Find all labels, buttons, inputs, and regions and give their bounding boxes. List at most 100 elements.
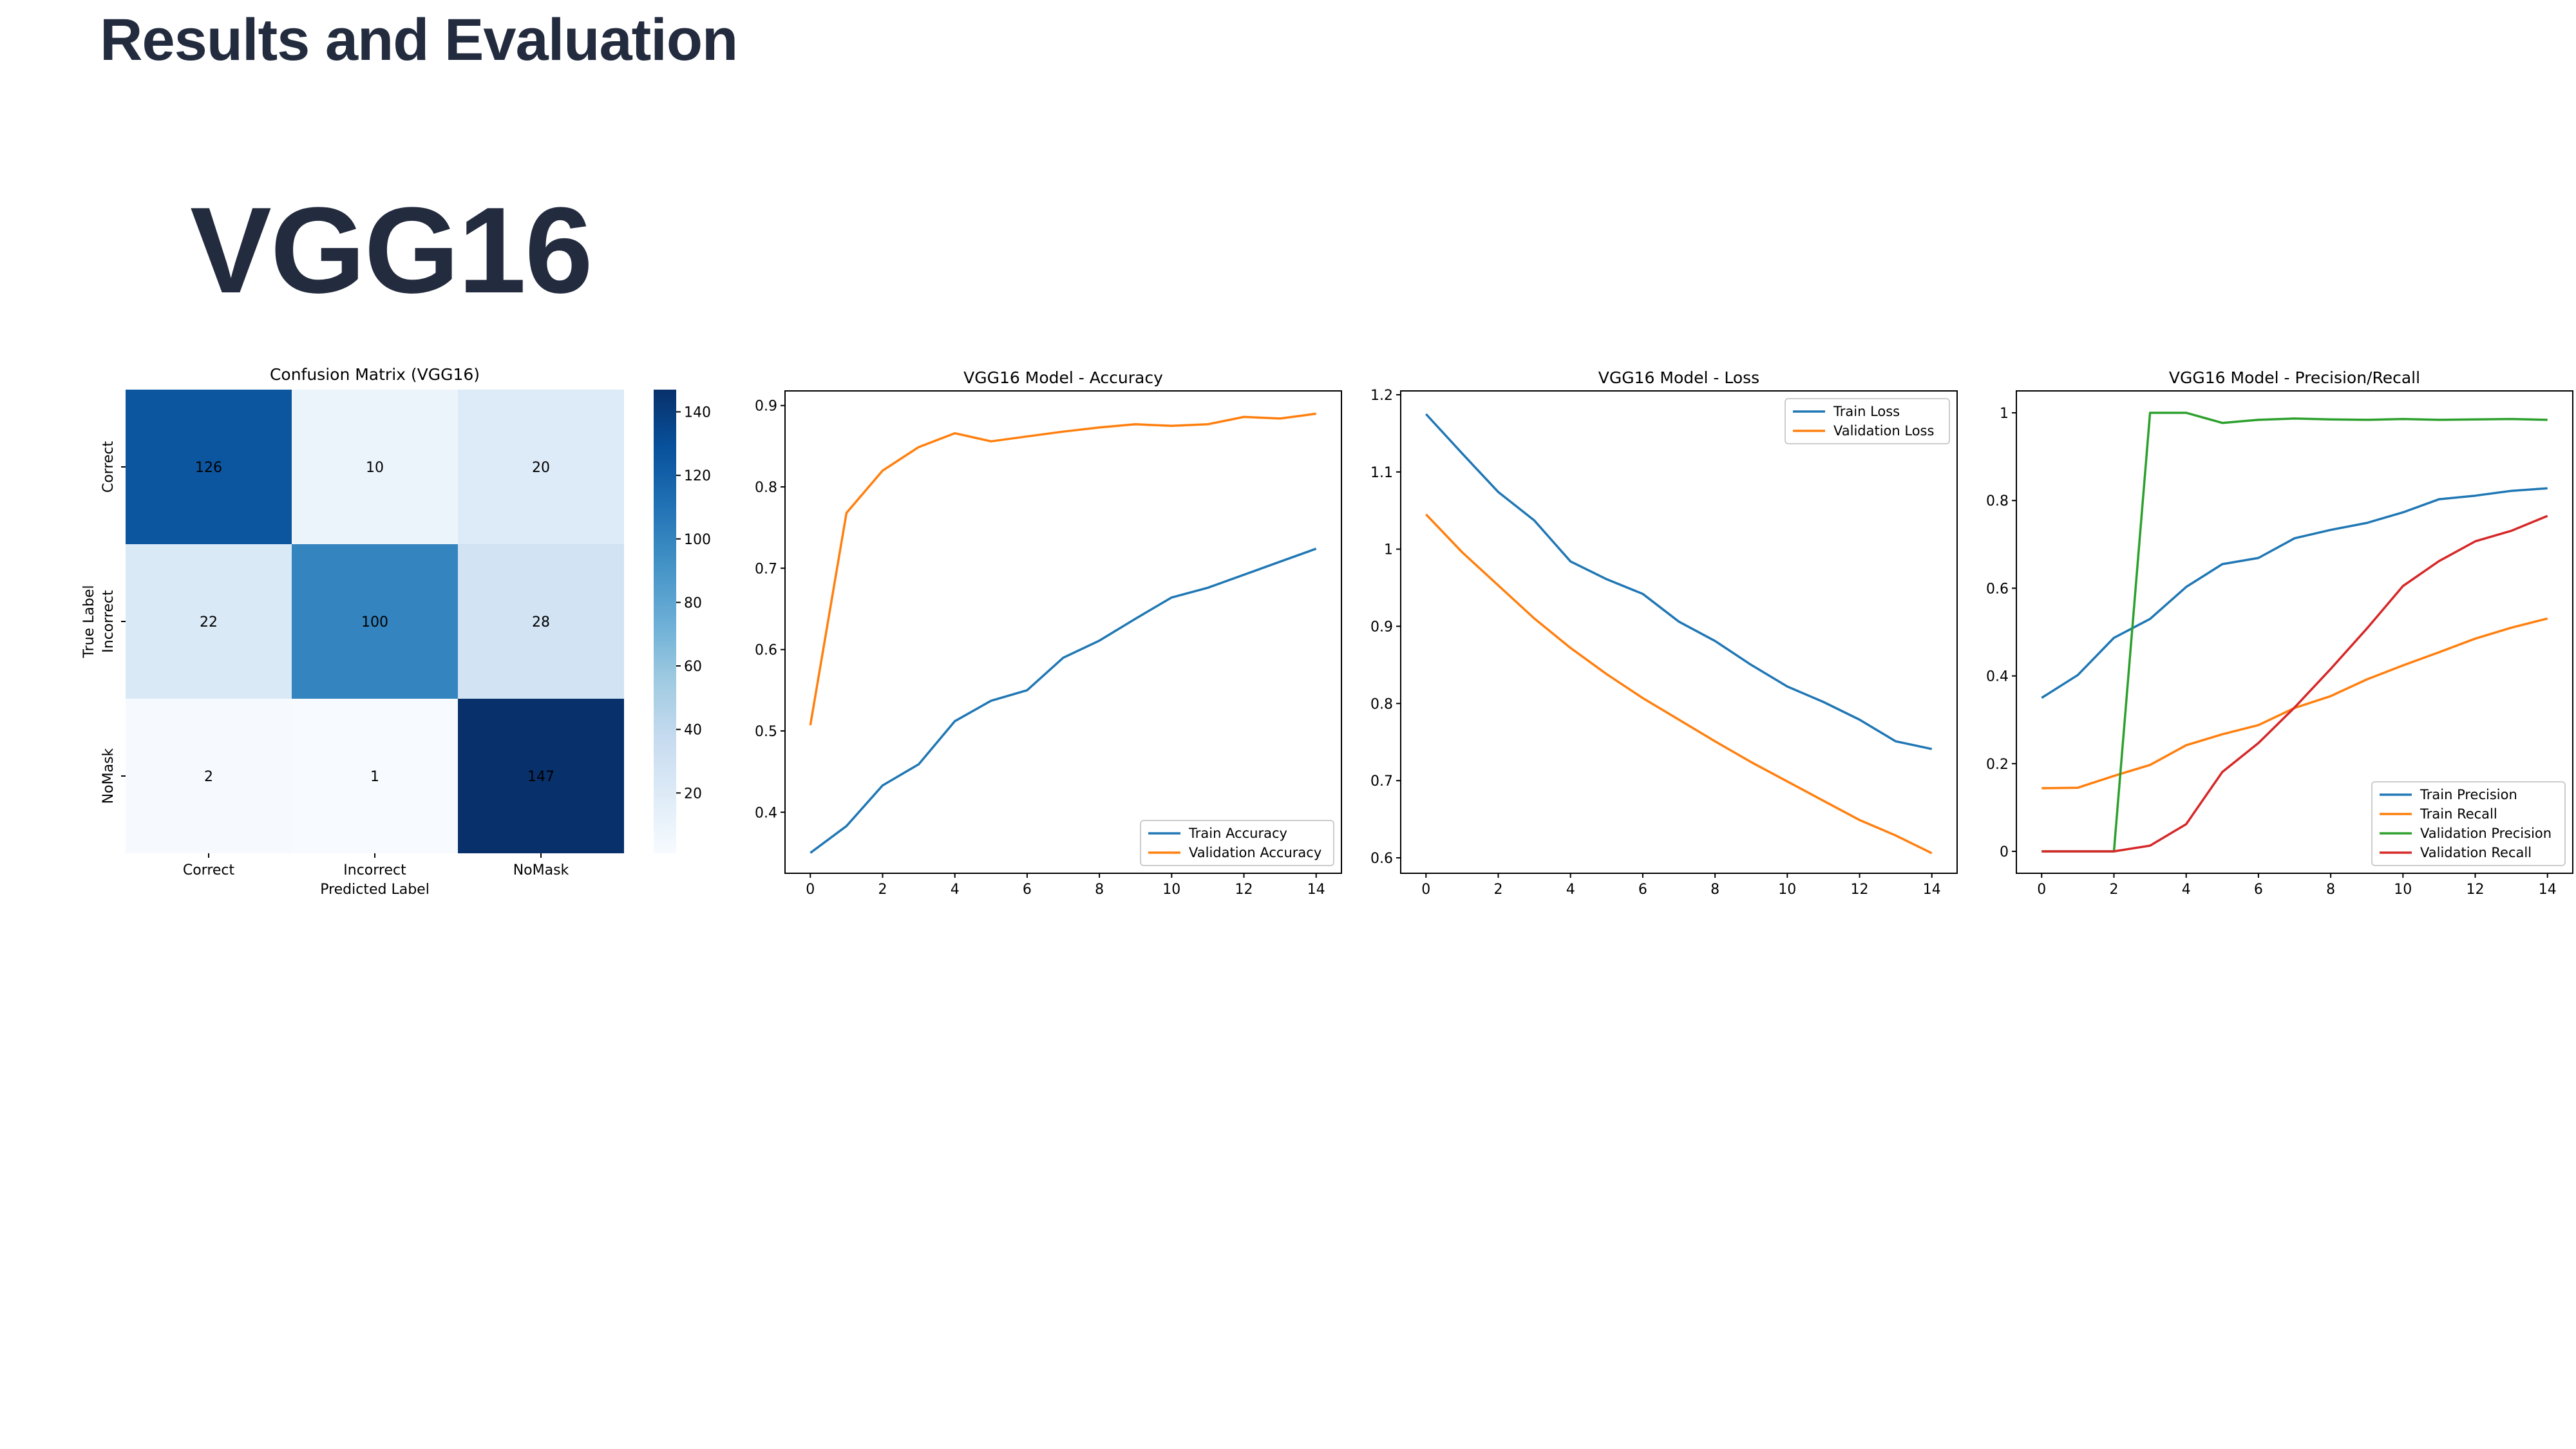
x-tick-label: 4	[951, 882, 960, 898]
y-tick-label: 0.9	[755, 399, 777, 415]
x-tick-label: 2	[1493, 882, 1502, 898]
x-tick-label: 12	[1235, 882, 1253, 898]
chart-title: Confusion Matrix (VGG16)	[270, 365, 480, 384]
cell-value-label: 22	[200, 614, 218, 630]
series-line	[2041, 412, 2548, 853]
legend-box	[1140, 820, 1334, 866]
cell-value-label: 10	[366, 460, 384, 476]
colorbar	[654, 390, 676, 853]
cell-value-label: 126	[195, 460, 222, 476]
series-line	[2041, 617, 2548, 790]
x-tick-label: 2	[2109, 882, 2118, 898]
legend-label: Train Precision	[2420, 787, 2517, 802]
colorbar-tick-label: 120	[684, 468, 711, 484]
chart-title: VGG16 Model - Precision/Recall	[2169, 368, 2420, 387]
x-tick-label: 14	[1923, 882, 1941, 898]
x-tick-label: 6	[2254, 882, 2263, 898]
y-tick-label: 0.6	[1370, 851, 1393, 867]
x-tick-label: 0	[806, 882, 815, 898]
legend-label: Train Recall	[2420, 806, 2497, 822]
plot-frame	[784, 390, 1342, 874]
heatmap-cell	[292, 390, 458, 544]
x-tick-label: 10	[1778, 882, 1796, 898]
y-axis-label: True Label	[81, 585, 97, 658]
heatmap-cell	[126, 390, 292, 544]
y-tick-label: 0.5	[755, 724, 777, 740]
colorbar-tick-label: 100	[684, 532, 711, 548]
y-tick-label: 1.1	[1370, 465, 1393, 481]
cell-value-label: 147	[527, 769, 554, 785]
x-tick-label: 6	[1638, 882, 1647, 898]
series-line	[1425, 413, 1933, 750]
y-tick-label: 0.8	[1370, 696, 1393, 712]
x-tick-label: 6	[1023, 882, 1032, 898]
x-tick-label: 4	[2182, 882, 2191, 898]
colorbar-tick-label: 140	[684, 405, 711, 421]
heatmap-cell	[458, 390, 624, 544]
x-tick-label: 14	[1307, 882, 1325, 898]
heatmap-cell	[292, 699, 458, 853]
y-tick-label: 0.2	[1986, 757, 2009, 773]
colorbar-tick-label: 40	[684, 723, 702, 739]
legend-label: Validation Precision	[2420, 826, 2552, 841]
x-tick-label: 8	[1710, 882, 1719, 898]
y-tick-label: 0.4	[1986, 669, 2009, 685]
y-tick-label: 1	[2000, 406, 2009, 422]
y-tick-label: Correct	[100, 440, 117, 493]
legend-label: Train Loss	[1833, 404, 1900, 419]
y-tick-label: 0.8	[1986, 493, 2009, 509]
x-tick-label: 12	[1851, 882, 1869, 898]
series-line	[809, 412, 1316, 726]
heatmap-cell	[126, 699, 292, 853]
slide-title: Results and Evaluation	[100, 7, 738, 73]
y-tick-label: 0.4	[755, 805, 777, 821]
x-tick-label: 8	[1095, 882, 1104, 898]
heatmap-cell	[126, 544, 292, 699]
x-tick-label: 14	[2539, 882, 2557, 898]
series-line	[1425, 513, 1933, 855]
legend-label: Validation Recall	[2420, 845, 2532, 860]
y-tick-label: 0.7	[1370, 773, 1393, 790]
x-tick-label: 0	[1421, 882, 1430, 898]
legend-label: Validation Loss	[1833, 423, 1934, 439]
x-tick-label: 4	[1566, 882, 1575, 898]
y-tick-label: 0.9	[1370, 620, 1393, 636]
colorbar-tick-label: 60	[684, 659, 702, 675]
model-name-heading: VGG16	[190, 182, 593, 319]
x-axis-label: Predicted Label	[320, 882, 430, 898]
series-line	[2041, 515, 2548, 853]
y-tick-label: 0.8	[755, 480, 777, 496]
y-tick-label: 1.2	[1370, 388, 1393, 404]
legend-box	[2371, 781, 2566, 866]
series-line	[2041, 487, 2548, 699]
x-tick-label: 10	[1162, 882, 1180, 898]
x-tick-label: 10	[2394, 882, 2412, 898]
y-tick-label: Incorrect	[100, 590, 117, 653]
heatmap-cell	[458, 699, 624, 853]
legend-label: Validation Accuracy	[1189, 845, 1321, 860]
x-tick-label: 8	[2326, 882, 2335, 898]
x-tick-label: 12	[2467, 882, 2485, 898]
y-tick-label: 0.6	[755, 643, 777, 659]
y-tick-label: 0.7	[755, 561, 777, 577]
cell-value-label: 2	[204, 769, 213, 785]
heatmap-cell	[458, 544, 624, 699]
legend-label: Train Accuracy	[1188, 826, 1287, 841]
cell-value-label: 28	[532, 614, 550, 630]
chart-title: VGG16 Model - Loss	[1598, 368, 1759, 387]
x-tick-label: Incorrect	[343, 862, 406, 878]
x-tick-label: 0	[2037, 882, 2046, 898]
y-tick-label: 0.6	[1986, 581, 2009, 597]
chart-title: VGG16 Model - Accuracy	[963, 368, 1163, 387]
colorbar-tick-label: 80	[684, 595, 702, 611]
cell-value-label: 20	[532, 460, 550, 476]
y-tick-label: 0	[2000, 844, 2009, 860]
cell-value-label: 100	[361, 614, 388, 630]
plot-frame	[2016, 390, 2573, 874]
series-line	[810, 547, 1317, 854]
cell-value-label: 1	[370, 769, 379, 785]
colorbar-tick-label: 20	[684, 786, 702, 802]
y-tick-label: NoMask	[100, 748, 117, 804]
heatmap-cell	[292, 544, 458, 699]
y-tick-label: 1	[1384, 542, 1393, 558]
